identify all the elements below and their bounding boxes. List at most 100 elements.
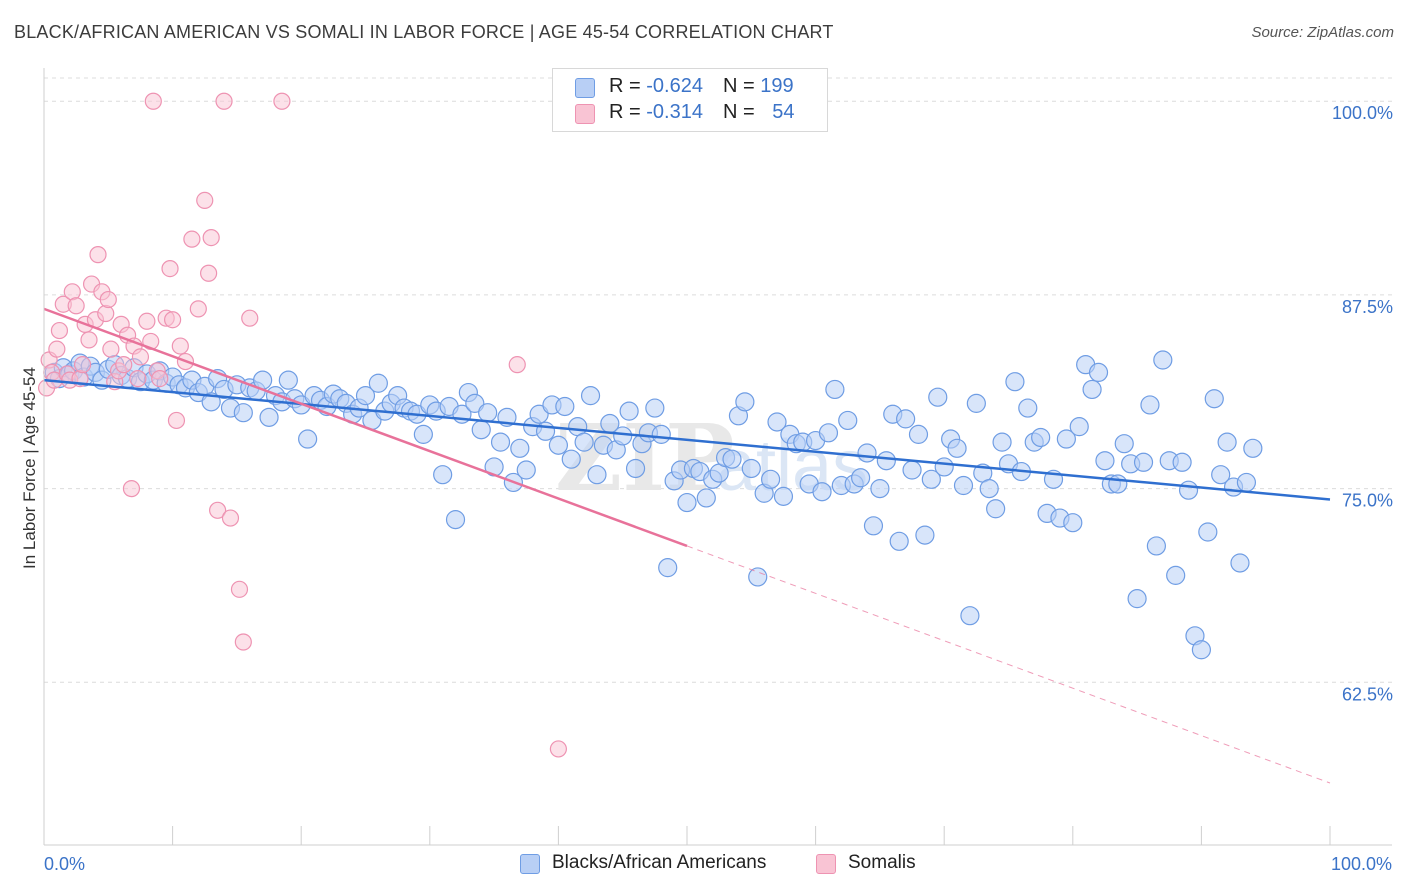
y-axis-label: In Labor Force | Age 45-54 [20,367,39,569]
data-point-blacks [619,401,639,421]
data-point-somalis [115,356,133,374]
data-point-blacks [465,393,485,413]
data-point-blacks [863,516,884,536]
data-point-blacks [1095,451,1115,471]
data-point-somalis [196,191,214,210]
data-point-blacks [722,449,742,469]
data-point-blacks [471,420,491,440]
data-point-blacks [934,457,954,477]
data-point-blacks [838,410,858,431]
data-point-blacks [986,499,1006,519]
data-point-blacks [908,424,929,444]
data-point-somalis [215,92,233,110]
data-point-blacks [870,479,890,499]
data-point-somalis [144,92,162,110]
data-point-blacks [1191,640,1212,660]
legend-swatch-blue [575,78,595,98]
data-point-blacks [1108,474,1128,494]
data-point-somalis [97,304,115,323]
data-point-blacks [529,404,549,424]
data-point-somalis [230,580,249,598]
data-point-somalis [200,264,218,282]
data-point-somalis [549,740,568,758]
trend-line-blacks [43,378,1331,501]
data-point-blacks [355,386,376,406]
data-point-somalis [209,501,227,519]
data-point-somalis [99,290,117,309]
data-point-blacks [555,396,575,417]
data-point-somalis [234,633,252,651]
data-point-blacks [233,403,253,423]
data-point-blacks [896,409,916,429]
data-point-blacks [953,475,974,496]
data-point-blacks [1018,398,1038,418]
y-tick-label: 87.5% [1342,297,1393,317]
r-label: R = [609,75,647,97]
r-value-blacks: -0.624 [646,75,703,97]
data-point-blacks [851,468,871,488]
data-point-blacks [1133,452,1154,472]
data-point-blacks [960,606,980,626]
legend-stats-somalis: R = -0.314 N = 54 [609,101,794,124]
data-point-blacks [889,531,909,551]
data-point-somalis [167,411,186,430]
data-point-somalis [80,331,98,349]
data-point-blacks [921,469,941,489]
data-point-blacks [658,558,678,578]
data-point-blacks [1031,427,1051,448]
data-point-blacks [1114,434,1134,454]
data-point-blacks [1217,432,1237,452]
data-point-blacks [825,379,845,400]
data-point-blacks [915,525,935,545]
data-point-blacks [1204,389,1224,409]
data-point-somalis [89,246,107,264]
data-point-blacks [368,373,388,393]
r-value-somalis: -0.314 [646,101,703,123]
data-point-somalis [138,312,156,330]
y-tick-label: 100.0% [1332,103,1393,123]
trend-line-somalis [43,307,688,548]
legend-swatch-pink [816,854,836,874]
n-label: N = [722,101,761,123]
data-point-blacks [902,460,922,480]
data-point-blacks [1172,452,1192,472]
data-point-blacks [947,438,967,458]
data-point-blacks [580,386,601,406]
legend-swatch-blue [520,854,540,874]
data-point-blacks [760,469,781,489]
data-point-somalis [508,356,526,374]
data-point-blacks [613,426,633,446]
data-point-somalis [202,228,220,247]
trend-lines [43,307,1331,784]
data-point-blacks [651,424,671,444]
data-point-blacks [677,492,697,513]
data-point-somalis [50,321,69,340]
data-point-somalis [131,348,150,366]
data-point-blacks [1146,536,1166,556]
y-tick-label: 75.0% [1342,491,1393,511]
data-point-blacks [413,424,433,444]
data-point-somalis [241,309,259,327]
data-point-blacks [625,458,646,479]
data-point-blacks [748,567,768,587]
data-point-somalis [67,297,85,315]
data-point-blacks [1236,472,1257,493]
data-point-somalis [48,340,66,358]
data-point-blacks [1166,565,1186,585]
data-point-blacks [992,432,1012,452]
data-point-blacks [735,392,755,412]
r-label: R = [609,101,647,123]
data-point-blacks [812,482,832,502]
data-point-somalis [273,92,291,110]
chart-title: BLACK/AFRICAN AMERICAN VS SOMALI IN LABO… [14,22,834,42]
data-point-somalis [129,370,147,388]
data-point-blacks [1140,395,1160,415]
data-point-blacks [857,443,877,463]
data-point-somalis [161,259,179,278]
data-point-somalis [102,340,120,358]
data-point-blacks [1153,350,1173,370]
data-point-blacks [928,387,948,407]
data-point-somalis [151,370,169,388]
legend-label-somalis: Somalis [848,852,916,873]
data-point-somalis [189,300,207,318]
